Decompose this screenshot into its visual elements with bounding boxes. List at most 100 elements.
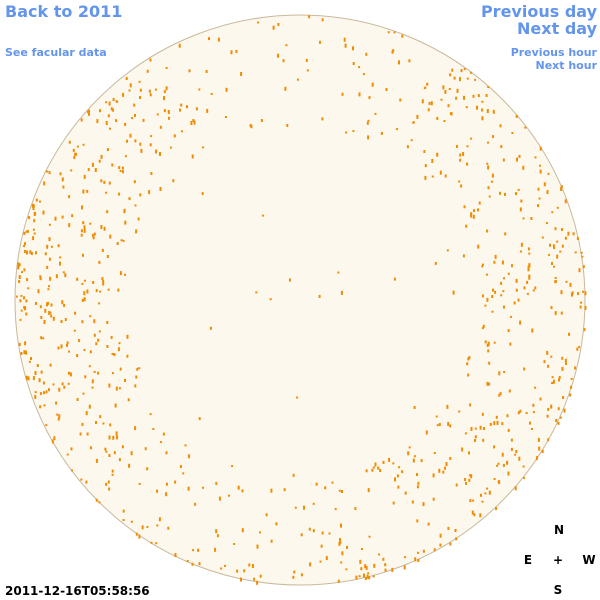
facula (52, 383, 55, 386)
facula (344, 43, 347, 48)
facula (103, 180, 106, 184)
facula (39, 277, 42, 281)
facula (220, 567, 223, 570)
facula (391, 567, 394, 572)
facula (94, 168, 97, 172)
facula (446, 249, 449, 252)
facula (422, 502, 425, 507)
facula (312, 529, 315, 533)
facula (539, 397, 542, 401)
facula (165, 86, 168, 91)
facula (167, 110, 170, 114)
facula (412, 121, 415, 124)
compass-north: N (554, 523, 564, 537)
facula (447, 104, 450, 108)
next-day-link[interactable]: Next day (517, 19, 598, 38)
facula (520, 242, 523, 247)
facula (34, 391, 37, 394)
facula (173, 134, 176, 138)
facula (46, 265, 49, 269)
facula (106, 210, 109, 214)
facula (511, 132, 514, 134)
facula (486, 162, 489, 165)
facula (541, 450, 544, 453)
facula (308, 15, 311, 19)
facula (455, 145, 458, 148)
facula (446, 404, 449, 409)
facula (83, 228, 86, 233)
facula (442, 470, 445, 474)
facula (449, 424, 452, 428)
facula (534, 286, 537, 290)
facula (570, 385, 573, 389)
facula (122, 519, 125, 521)
facula (163, 96, 165, 101)
facula (98, 501, 101, 504)
facula (76, 398, 79, 401)
facula (202, 486, 204, 489)
next-hour-link[interactable]: Next hour (536, 59, 598, 72)
back-link[interactable]: Back to 2011 (5, 2, 122, 21)
facula (95, 458, 98, 463)
facula (172, 179, 175, 183)
facula (424, 164, 427, 168)
facula (74, 311, 77, 315)
facula (503, 277, 505, 280)
facula (146, 69, 149, 73)
facula (243, 569, 246, 573)
facula (532, 411, 535, 414)
facular-link[interactable]: See facular data (5, 46, 107, 59)
facula (300, 573, 303, 577)
facula (106, 255, 109, 258)
facula (81, 422, 84, 426)
facula (79, 432, 82, 436)
facula (42, 210, 45, 215)
facula (124, 273, 126, 276)
facula (82, 221, 85, 225)
facula (522, 217, 525, 220)
facula (186, 560, 189, 562)
facula (554, 311, 557, 316)
facula (519, 207, 522, 212)
compass-west: W (582, 553, 595, 567)
facula (365, 52, 368, 56)
facula (515, 278, 518, 283)
facula (111, 353, 114, 355)
facula (312, 502, 315, 505)
facula (517, 188, 520, 191)
facula (444, 89, 447, 94)
facula (488, 490, 491, 495)
facula (514, 486, 517, 491)
facula (300, 533, 303, 537)
facula (527, 247, 530, 251)
facula (466, 362, 469, 366)
facula (138, 482, 141, 485)
facula (33, 232, 36, 235)
facula (98, 302, 101, 305)
facula (85, 411, 88, 416)
facula (527, 267, 530, 272)
facula (384, 568, 387, 572)
facula (253, 577, 256, 581)
facula (82, 189, 85, 194)
facula (487, 186, 490, 190)
previous-hour-link[interactable]: Previous hour (511, 46, 598, 59)
facula (526, 280, 529, 284)
facula (337, 579, 340, 583)
facula (121, 166, 124, 170)
facula (395, 128, 398, 131)
facula (479, 425, 482, 430)
previous-day-link[interactable]: Previous day (481, 2, 598, 21)
facula (63, 385, 66, 389)
facula (80, 229, 83, 233)
facula (558, 376, 561, 379)
facula (233, 543, 236, 545)
facula (225, 116, 227, 118)
facula (377, 466, 380, 470)
facula (131, 117, 134, 120)
facula (431, 159, 434, 163)
facula (397, 485, 400, 489)
facula (241, 489, 244, 493)
facula (549, 243, 551, 247)
facula (255, 291, 258, 294)
